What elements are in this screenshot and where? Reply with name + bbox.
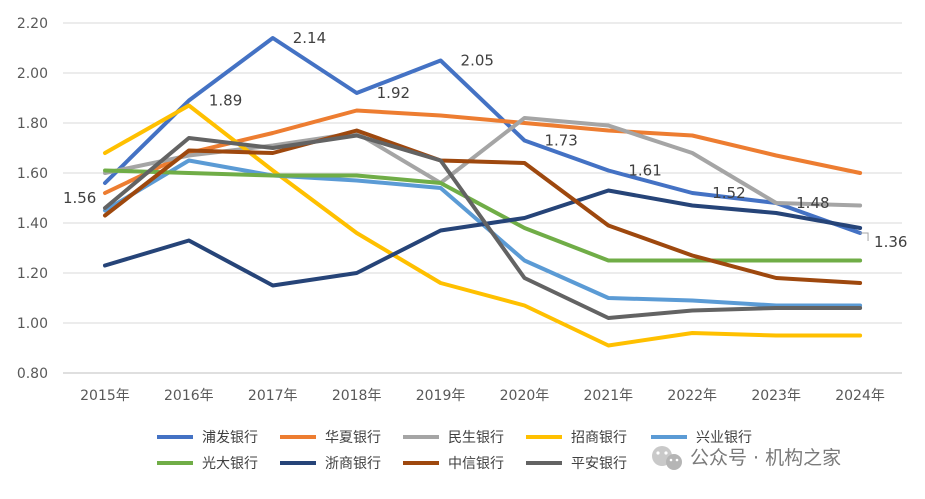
legend-item-4: 兴业银行	[651, 430, 752, 446]
watermark-text: 公众号 · 机构之家	[690, 447, 841, 469]
legend-item-6: 浙商银行	[280, 456, 381, 472]
watermark: 公众号 · 机构之家	[652, 446, 841, 470]
legend-label: 中信银行	[448, 456, 504, 472]
y-tick-label: 1.60	[17, 166, 48, 182]
y-tick-label: 2.20	[17, 16, 48, 32]
x-tick-label: 2023年	[751, 388, 801, 404]
x-tick-label: 2020年	[500, 388, 550, 404]
data-label: 2.05	[461, 52, 494, 70]
x-tick-label: 2016年	[164, 388, 214, 404]
data-label: 2.14	[293, 29, 326, 47]
data-label: 1.61	[628, 162, 661, 180]
legend-label: 光大银行	[202, 456, 258, 472]
series-line-6	[103, 188, 863, 288]
legend-item-0: 浦发银行	[157, 430, 258, 446]
data-label: 1.48	[796, 194, 829, 212]
y-tick-label: 0.80	[17, 366, 48, 382]
series-line-3	[103, 103, 863, 348]
legend-item-8: 平安银行	[526, 456, 627, 472]
legend-label: 平安银行	[571, 456, 627, 472]
wechat-icon	[652, 446, 682, 470]
x-tick-label: 2021年	[584, 388, 634, 404]
y-tick-label: 1.40	[17, 216, 48, 232]
y-tick-label: 1.80	[17, 116, 48, 132]
y-tick-label: 2.00	[17, 66, 48, 82]
x-tick-label: 2019年	[416, 388, 466, 404]
data-label: 1.89	[209, 92, 242, 110]
series-line-7	[103, 128, 863, 285]
data-label: 1.36	[874, 233, 907, 251]
x-tick-label: 2022年	[667, 388, 717, 404]
legend-item-2: 民生银行	[403, 430, 504, 446]
series-line-8	[103, 133, 863, 320]
legend-item-5: 光大银行	[157, 456, 258, 472]
x-tick-label: 2018年	[332, 388, 382, 404]
legend-label: 招商银行	[571, 430, 627, 446]
legend-label: 华夏银行	[325, 430, 381, 446]
y-tick-label: 1.00	[17, 316, 48, 332]
series-line-0	[103, 36, 863, 235]
y-tick-label: 1.20	[17, 266, 48, 282]
data-label: 1.73	[544, 132, 577, 150]
legend-label: 兴业银行	[696, 430, 752, 446]
legend-label: 浙商银行	[325, 456, 381, 472]
data-label: 1.52	[712, 184, 745, 202]
data-label: 1.92	[377, 84, 410, 102]
legend-item-1: 华夏银行	[280, 430, 381, 446]
legend-item-3: 招商银行	[526, 430, 627, 446]
x-tick-label: 2017年	[248, 388, 298, 404]
legend-label: 浦发银行	[202, 430, 258, 446]
legend-item-7: 中信银行	[403, 456, 504, 472]
data-label: 1.56	[63, 189, 96, 207]
series-line-4	[103, 158, 863, 308]
x-tick-label: 2015年	[80, 388, 130, 404]
series-line-5	[103, 168, 863, 263]
x-tick-label: 2024年	[835, 388, 885, 404]
data-label-leader	[860, 232, 869, 241]
legend-label: 民生银行	[448, 430, 504, 446]
